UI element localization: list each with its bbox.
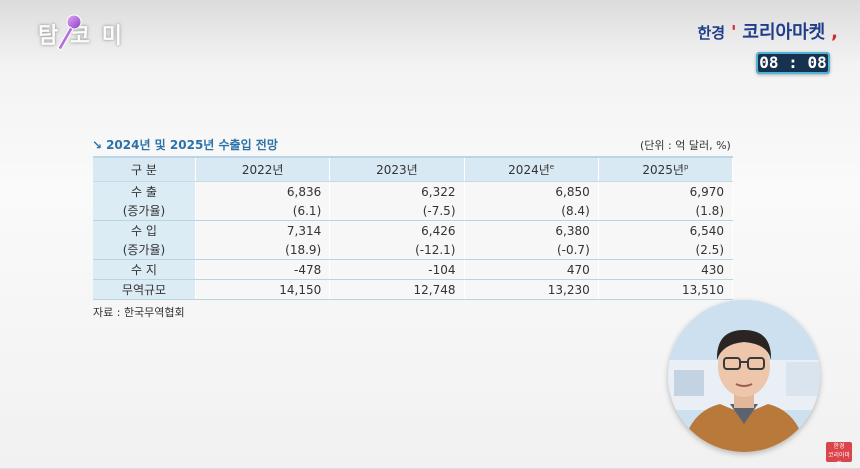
table-cell: 6,836	[195, 181, 331, 201]
table-cell: 6,322	[329, 181, 465, 201]
table-cell: 430	[598, 259, 734, 280]
broadcast-clock: 08 : 08	[756, 52, 830, 74]
row-label: 수 입	[93, 220, 196, 240]
table-row: 무역규모 14,150 12,748 13,230 13,510	[93, 279, 734, 300]
table-cell: 6,540	[598, 220, 734, 240]
table-cell: (2.5)	[598, 240, 734, 260]
header-category: 구 분	[93, 156, 196, 182]
row-label: 무역규모	[93, 279, 196, 300]
trade-outlook-table: 구 분 2022년 2023년 2024년e 2025년p 수 출 6,836 …	[93, 156, 734, 300]
table-cell: -104	[329, 259, 465, 280]
table-cell: 7,314	[195, 220, 331, 240]
table-cell: (8.4)	[464, 201, 599, 221]
table-title-text: 2024년 및 2025년 수출입 전망	[106, 138, 278, 152]
header-2024: 2024년e	[464, 156, 599, 182]
brand-prefix: 한경	[697, 24, 726, 42]
row-label: 수 지	[93, 259, 196, 280]
table-cell: (-12.1)	[329, 240, 465, 260]
presenter-video	[668, 300, 820, 452]
header-2025: 2025년p	[598, 156, 734, 182]
row-label: (증가율)	[93, 201, 196, 221]
presenter-avatar-icon	[668, 300, 820, 452]
broadcast-brand: 한경 ' 코리아마켓 ,	[697, 18, 838, 44]
table-cell: 13,510	[598, 279, 734, 300]
table-cell: 12,748	[329, 279, 465, 300]
table-unit: (단위 : 억 달러, %)	[640, 139, 731, 152]
table-row: 수 입 7,314 6,426 6,380 6,540	[93, 220, 734, 240]
table-row: (증가율) (6.1) (-7.5) (8.4) (1.8)	[93, 201, 734, 221]
table-row: 수 출 6,836 6,322 6,850 6,970	[93, 181, 734, 201]
table-cell: 14,150	[195, 279, 331, 300]
header-2023: 2023년	[329, 156, 465, 182]
table-header-row: 구 분 2022년 2023년 2024년e 2025년p	[93, 156, 734, 182]
table-cell: 6,970	[598, 181, 734, 201]
table-row: 수 지 -478 -104 470 430	[93, 259, 734, 280]
table-cell: (6.1)	[195, 201, 331, 221]
arrow-down-right-icon: ↘	[92, 138, 103, 152]
brand-program-name: 코리아마켓	[742, 22, 826, 43]
table-cell: (-0.7)	[464, 240, 599, 260]
row-label: 수 출	[93, 181, 196, 201]
brand-quote-mark: '	[730, 22, 737, 43]
table-cell: 13,230	[464, 279, 599, 300]
corner-channel-logo: 한경 코리아마켓	[826, 442, 852, 468]
table-title: ↘ 2024년 및 2025년 수출입 전망	[92, 136, 278, 153]
channel-logo: 탐 코 미	[38, 14, 138, 54]
brand-end-mark: ,	[831, 22, 838, 43]
table-cell: (1.8)	[598, 201, 734, 221]
channel-logo-text: 탐 코 미	[38, 24, 125, 49]
table-cell: 470	[464, 259, 599, 280]
table-cell: -478	[195, 259, 331, 280]
microphone-icon	[57, 14, 82, 51]
table-row: (증가율) (18.9) (-12.1) (-0.7) (2.5)	[93, 240, 734, 260]
table-cell: (18.9)	[195, 240, 331, 260]
table-cell: 6,850	[464, 181, 599, 201]
table-cell: 6,426	[329, 220, 465, 240]
row-label: (증가율)	[93, 240, 196, 260]
header-2022: 2022년	[195, 156, 331, 182]
table-cell: 6,380	[464, 220, 599, 240]
table-cell: (-7.5)	[329, 201, 465, 221]
table-source: 자료 : 한국무역협회	[93, 306, 185, 319]
